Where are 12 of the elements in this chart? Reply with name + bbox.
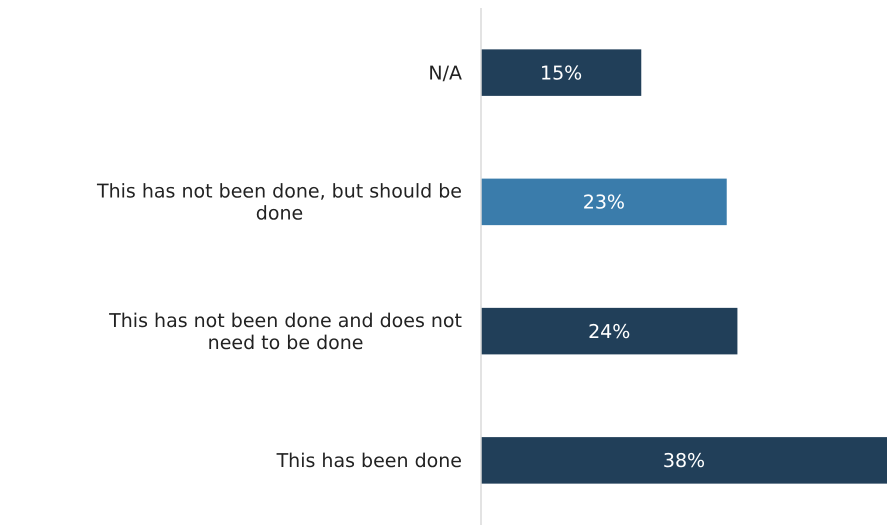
y-tick-label: This has not been done and does not need to be done <box>108 310 462 354</box>
bar <box>481 49 642 96</box>
bar <box>481 437 887 484</box>
bar <box>481 178 727 226</box>
y-tick-label: This has been done <box>276 450 462 472</box>
y-tick-label: N/A <box>428 62 462 84</box>
data-label: 23% <box>582 192 625 214</box>
data-label: 24% <box>588 320 630 343</box>
data-label: 15% <box>540 62 582 84</box>
bar <box>481 308 738 354</box>
data-label: 38% <box>662 450 706 472</box>
y-tick-label: This has not been done, but should be done <box>96 180 462 225</box>
